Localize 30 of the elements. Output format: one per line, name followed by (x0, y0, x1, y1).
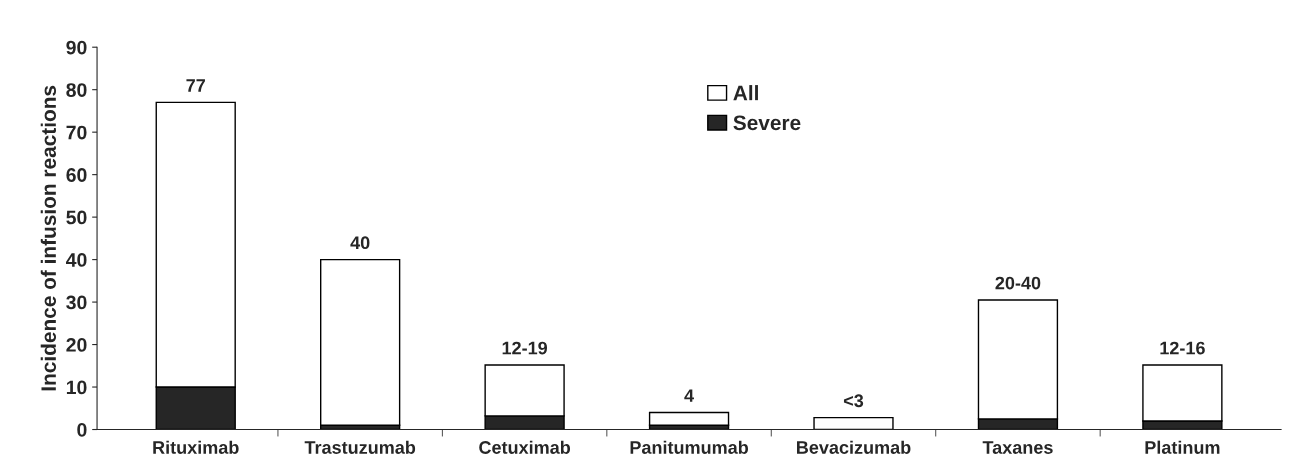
y-tick-label: 50 (66, 210, 87, 225)
total-label: <3 (843, 394, 864, 408)
total-label: 20-40 (995, 276, 1041, 290)
x-tick-label: Rituximab (153, 440, 239, 454)
legend-label: All (733, 85, 758, 101)
total-label: 12-16 (1160, 341, 1205, 355)
y-tick-label: 60 (66, 168, 87, 182)
y-tick-label: 80 (66, 83, 87, 97)
x-tick-label: Bevacizumab (797, 440, 911, 454)
y-tick-label: 90 (66, 40, 87, 55)
x-tick-label: Panitumumab (630, 440, 749, 454)
x-tick-label: Cetuximab (479, 440, 571, 454)
x-tick-label: Taxanes (982, 441, 1053, 454)
bar (320, 258, 401, 426)
y-tick-label: 40 (66, 253, 87, 267)
y-tick-label: 10 (66, 380, 87, 395)
y-axis-title: Incidence of infusion reactions (40, 85, 57, 391)
total-label: 40 (350, 236, 370, 250)
total-label: 77 (186, 79, 205, 92)
total-label: 4 (684, 389, 694, 402)
bar (813, 416, 894, 430)
y-tick-label: 0 (77, 422, 87, 437)
legend-label: Severe (733, 115, 801, 131)
y-tick-label: 70 (66, 125, 87, 140)
y-tick-label: 20 (66, 338, 87, 352)
bar (648, 411, 730, 426)
x-tick-label: Platinum (1145, 440, 1220, 454)
total-label: 12-19 (502, 341, 548, 355)
y-tick-label: 30 (66, 295, 87, 310)
x-tick-label: Trastuzumab (304, 440, 416, 454)
